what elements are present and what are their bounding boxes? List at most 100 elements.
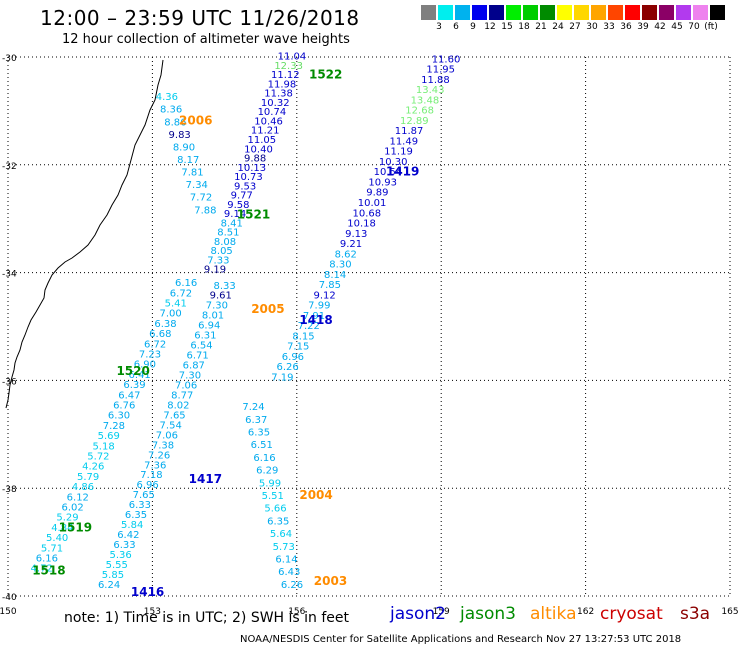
wave-height-value: 5.18 — [92, 441, 114, 452]
wave-height-value: 5.64 — [270, 529, 292, 540]
wave-height-value: 8.62 — [335, 249, 357, 260]
wave-height-value: 5.66 — [264, 504, 286, 515]
legend-swatch — [540, 5, 555, 20]
wave-height-value: 8.08 — [214, 237, 236, 248]
wave-height-value: 5.85 — [102, 570, 124, 581]
wave-height-value: 12.68 — [405, 106, 434, 117]
wave-height-value: 8.30 — [329, 260, 351, 271]
wave-height-value: 8.51 — [217, 228, 239, 239]
legend-label: 15 — [501, 22, 513, 32]
lat-tick-label: -34 — [2, 270, 17, 280]
lon-tick-label: 162 — [577, 607, 594, 617]
wave-height-value: 12.89 — [400, 116, 429, 127]
track-time-label: 1418 — [299, 313, 332, 327]
wave-height-value: 9.58 — [227, 200, 249, 211]
wave-height-value: 8.01 — [202, 311, 224, 322]
wave-height-value: 10.46 — [254, 116, 283, 127]
wave-height-value: 11.98 — [268, 79, 297, 90]
legend-swatch — [489, 5, 504, 20]
wave-height-value: 5.51 — [262, 491, 284, 502]
track-time-label: 1519 — [59, 520, 92, 534]
wave-height-value: 11.87 — [395, 126, 424, 137]
wave-height-value: 6.35 — [125, 510, 147, 521]
wave-height-value: 5.55 — [106, 560, 128, 571]
wave-height-value: 7.30 — [206, 301, 228, 312]
wave-height-value: 9.14 — [224, 209, 246, 220]
wave-height-value: 4.26 — [82, 462, 104, 473]
wave-height-value: 6.42 — [117, 530, 139, 541]
legend-label: 27 — [569, 22, 581, 32]
wave-height-value: 11.60 — [432, 54, 461, 65]
wave-height-value: 10.32 — [261, 98, 290, 109]
map-title: 12:00 – 23:59 UTC 11/26/2018 — [40, 6, 360, 30]
wave-height-value: 7.19 — [271, 372, 293, 383]
wave-height-value: 6.71 — [187, 351, 209, 362]
wave-height-value: 7.65 — [133, 490, 155, 501]
wave-height-value: 7.85 — [319, 280, 341, 291]
lat-tick-label: -36 — [2, 377, 17, 387]
satellite-legend-s3a: s3a — [680, 604, 711, 624]
wave-height-value: 9.13 — [345, 229, 367, 240]
wave-height-value: 5.71 — [41, 543, 63, 554]
wave-height-value: 5.72 — [87, 452, 109, 463]
wave-height-value: 11.95 — [426, 65, 455, 76]
wave-height-value: 8.05 — [211, 246, 233, 257]
wave-height-value: 7.26 — [148, 450, 170, 461]
legend-swatch — [438, 5, 453, 20]
wave-height-value: 6.16 — [253, 453, 275, 464]
track-time-label: 2004 — [299, 488, 332, 502]
wave-height-value: 6.43 — [278, 567, 300, 578]
wave-height-value: 11.38 — [264, 89, 293, 100]
track-time-label: 1417 — [189, 472, 222, 486]
track-time-label: 1518 — [32, 563, 65, 577]
wave-height-value: 9.83 — [169, 130, 191, 141]
wave-height-value: 7.22 — [298, 321, 320, 332]
wave-height-value: 6.31 — [194, 331, 216, 342]
legend-label: (ft) — [704, 22, 718, 32]
wave-height-value: 6.90 — [134, 360, 156, 371]
wave-height-value: 6.14 — [275, 555, 297, 566]
satellite-legend-jason3: jason3 — [460, 604, 516, 624]
wave-height-value: 6.51 — [251, 440, 273, 451]
lon-tick-label: 153 — [144, 607, 161, 617]
lat-tick-label: -38 — [2, 485, 17, 495]
lon-tick-label: 159 — [433, 607, 450, 617]
legend-label: 18 — [518, 22, 530, 32]
wave-height-value: 4.86 — [72, 482, 94, 493]
wave-height-value: 9.61 — [210, 291, 232, 302]
wave-height-value: 7.38 — [152, 440, 174, 451]
wave-height-value: 6.24 — [98, 580, 120, 591]
wave-height-value: 8.90 — [173, 142, 195, 153]
wave-height-value: 5.99 — [259, 478, 281, 489]
legend-label: 70 — [688, 22, 700, 32]
wave-height-value: 6.68 — [149, 329, 171, 340]
legend-label: 12 — [484, 22, 496, 32]
wave-height-value: 7.72 — [190, 193, 212, 204]
legend-swatch — [472, 5, 487, 20]
wave-height-value: 6.35 — [248, 427, 270, 438]
wave-height-value: 10.30 — [379, 157, 408, 168]
wave-height-value: 7.23 — [139, 349, 161, 360]
legend-swatch — [625, 5, 640, 20]
wave-height-value: 6.12 — [67, 492, 89, 503]
wave-height-value: 7.34 — [186, 180, 208, 191]
legend-swatch — [591, 5, 606, 20]
wave-height-value: 10.54 — [374, 167, 403, 178]
wave-height-value: 5.36 — [109, 550, 131, 561]
wave-height-value: 6.96 — [136, 480, 158, 491]
satellite-legend-jason2: jason2 — [390, 604, 446, 624]
legend-label: 6 — [453, 22, 459, 32]
wave-height-value: 4.36 — [156, 92, 178, 103]
legend-label: 42 — [654, 22, 666, 32]
track-time-label: 1520 — [116, 364, 149, 378]
coastline — [5, 59, 164, 409]
wave-height-value: 7.88 — [194, 205, 216, 216]
wave-height-value: 9.53 — [234, 181, 256, 192]
wave-height-value: 9.77 — [231, 191, 253, 202]
wave-height-value: 5.73 — [273, 542, 295, 553]
wave-height-value: 10.74 — [258, 107, 287, 118]
map-grid — [7, 56, 731, 597]
wave-height-value: 5.29 — [56, 513, 78, 524]
wave-height-value: 8.17 — [177, 155, 199, 166]
